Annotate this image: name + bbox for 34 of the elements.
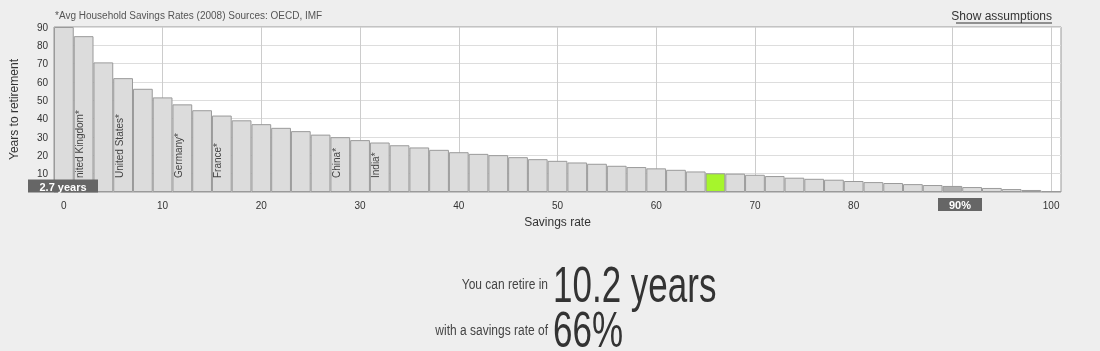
text: with a savings rate of — [434, 321, 549, 339]
y-axis-title: Years to retirement — [7, 58, 21, 160]
x-tick-label: 100 — [1042, 199, 1060, 211]
annotation: India* — [370, 152, 382, 178]
text: You can retire in — [461, 275, 548, 293]
x-axis-title: Savings rate — [524, 215, 592, 229]
annotation: 2.7 years — [39, 180, 87, 193]
x-tick-label: 20 — [255, 199, 268, 211]
y-tick-label: 50 — [36, 94, 49, 106]
y-tick-label: 30 — [36, 131, 49, 143]
x-tick-label: 10 — [157, 199, 169, 211]
y-tick-label: 80 — [36, 39, 49, 51]
text: 90% — [948, 199, 972, 211]
annotation: United States* — [113, 113, 125, 178]
x-tick-label: 80 — [848, 199, 860, 211]
y-tick-label: 90 — [36, 21, 49, 33]
text: Show assumptions — [951, 9, 1052, 23]
annotation: China* — [330, 147, 342, 178]
y-tick-label: 60 — [36, 76, 49, 88]
annotation: Germany* — [172, 132, 184, 178]
x-tick-label: 0 — [61, 199, 68, 211]
text: *Avg Household Savings Rates (2008) Sources: OECD, IMF — [55, 9, 323, 21]
y-tick-label: 70 — [36, 58, 49, 70]
x-tick-label: 40 — [453, 199, 465, 211]
x-tick-label: 30 — [354, 199, 367, 211]
annotation: France* — [212, 142, 224, 178]
x-tick-label: 50 — [551, 199, 564, 211]
y-tick-label: 40 — [36, 113, 49, 125]
x-tick-label: 60 — [650, 199, 663, 211]
y-tick-label: 20 — [36, 149, 49, 161]
text: 66% — [553, 302, 624, 351]
annotation: nited Kingdom* — [74, 110, 86, 178]
x-tick-label: 70 — [749, 199, 761, 211]
y-tick-label: 10 — [36, 168, 49, 180]
